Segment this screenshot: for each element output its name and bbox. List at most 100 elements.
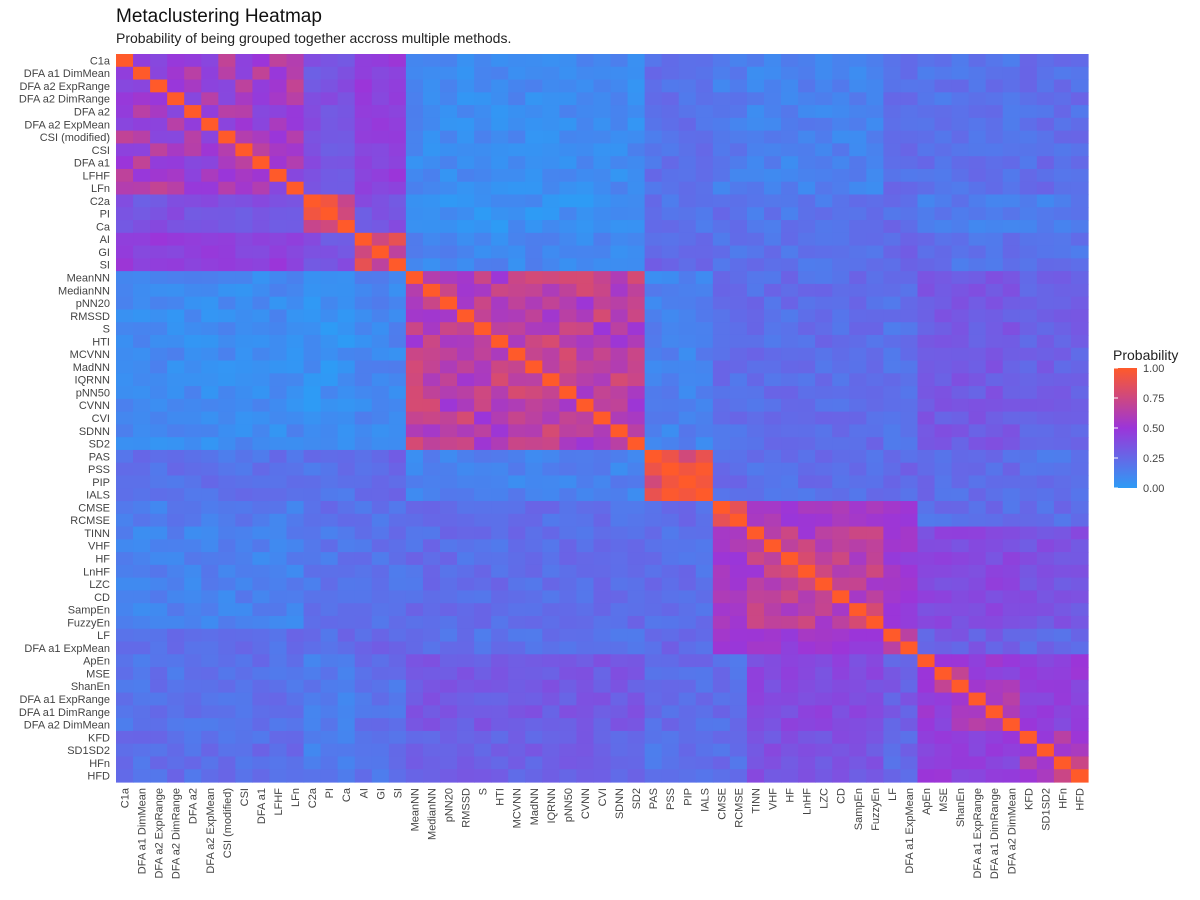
- heatmap-cell: [644, 220, 663, 234]
- heatmap-cell: [235, 232, 254, 247]
- heatmap-cell: [133, 322, 151, 336]
- heatmap-cell: [303, 692, 322, 706]
- heatmap-cells: [116, 54, 1089, 783]
- heatmap-cell: [576, 334, 595, 349]
- heatmap-cell: [968, 577, 987, 592]
- heatmap-cell: [729, 130, 748, 144]
- heatmap-cell: [968, 156, 987, 170]
- heatmap-cell: [695, 756, 714, 770]
- heatmap-cell: [116, 54, 134, 68]
- heatmap-cell: [474, 54, 492, 68]
- heatmap-cell: [712, 322, 731, 336]
- heatmap-cell: [815, 386, 833, 400]
- heatmap-cell: [508, 143, 526, 157]
- heatmap-cell: [201, 79, 219, 93]
- heatmap-cell: [201, 360, 219, 374]
- heatmap-cell: [832, 603, 850, 617]
- heatmap-cell: [712, 488, 731, 502]
- heatmap-cell: [201, 143, 219, 157]
- heatmap-cell: [167, 117, 185, 132]
- heatmap-cell: [1019, 488, 1038, 502]
- heatmap-cell: [695, 692, 714, 706]
- heatmap-cell: [610, 603, 629, 617]
- heatmap-cell: [712, 245, 731, 259]
- heatmap-cell: [269, 143, 288, 157]
- heatmap-cell: [951, 513, 970, 528]
- heatmap-cell: [644, 705, 663, 719]
- heatmap-cell: [900, 449, 919, 464]
- heatmap-cell: [746, 488, 765, 502]
- heatmap-cell: [405, 718, 424, 732]
- heatmap-cell: [354, 577, 373, 592]
- heatmap-cell: [610, 181, 629, 196]
- heatmap-cell: [559, 232, 578, 247]
- heatmap-cell: [474, 603, 492, 617]
- heatmap-cell: [695, 360, 714, 374]
- heatmap-cell: [218, 245, 236, 259]
- heatmap-cell: [303, 54, 322, 68]
- heatmap-cell: [371, 654, 390, 668]
- heatmap-cell: [1070, 283, 1089, 298]
- heatmap-cell: [729, 373, 748, 387]
- heatmap-cell: [1019, 679, 1038, 694]
- x-tick-label: SI: [392, 788, 404, 798]
- heatmap-cell: [746, 207, 765, 221]
- heatmap-cell: [474, 424, 492, 438]
- heatmap-cell: [1070, 424, 1089, 438]
- heatmap-cell: [252, 654, 271, 668]
- heatmap-cell: [405, 194, 424, 208]
- heatmap-cell: [440, 168, 458, 183]
- heatmap-cell: [695, 283, 714, 298]
- heatmap-cell: [559, 130, 578, 144]
- heatmap-cell: [542, 271, 560, 285]
- heatmap-cell: [1036, 117, 1055, 132]
- heatmap-cell: [559, 615, 578, 630]
- heatmap-cell: [576, 692, 595, 706]
- heatmap-cell: [201, 564, 219, 579]
- heatmap-cell: [422, 641, 441, 655]
- heatmap-cell: [201, 194, 219, 208]
- heatmap-cell: [917, 245, 936, 259]
- heatmap-cell: [422, 309, 441, 323]
- heatmap-cell: [320, 526, 339, 540]
- heatmap-cell: [661, 54, 680, 68]
- heatmap-cell: [133, 373, 151, 387]
- heatmap-cell: [286, 526, 305, 540]
- heatmap-cell: [491, 130, 509, 144]
- heatmap-cell: [167, 513, 185, 528]
- x-tick-label: SD2: [631, 788, 643, 809]
- x-tick-label: C2a: [307, 787, 319, 808]
- heatmap-cell: [150, 603, 168, 617]
- heatmap-cell: [491, 603, 509, 617]
- heatmap-cell: [729, 143, 748, 157]
- heatmap-cell: [866, 271, 884, 285]
- heatmap-cell: [440, 756, 458, 770]
- heatmap-cell: [371, 628, 390, 643]
- heatmap-cell: [1002, 513, 1021, 528]
- heatmap-cell: [644, 769, 663, 783]
- heatmap-cell: [388, 398, 407, 413]
- heatmap-cell: [1036, 667, 1055, 681]
- heatmap-cell: [371, 54, 390, 68]
- heatmap-cell: [610, 130, 629, 144]
- heatmap-cell: [354, 271, 373, 285]
- heatmap-cell: [422, 105, 441, 119]
- heatmap-cell: [576, 92, 595, 106]
- heatmap-cell: [1019, 386, 1038, 400]
- heatmap-cell: [1053, 283, 1072, 298]
- heatmap-cell: [934, 79, 953, 93]
- heatmap-cell: [934, 398, 953, 413]
- y-tick-label: RCMSE: [70, 515, 110, 527]
- heatmap-cell: [457, 168, 475, 183]
- heatmap-cell: [388, 156, 407, 170]
- heatmap-cell: [968, 92, 987, 106]
- heatmap-cell: [866, 501, 884, 515]
- heatmap-cell: [167, 347, 185, 362]
- heatmap-cell: [116, 667, 134, 681]
- heatmap-cell: [883, 718, 902, 732]
- heatmap-cell: [201, 539, 219, 553]
- heatmap-cell: [576, 705, 595, 719]
- heatmap-cell: [593, 271, 612, 285]
- heatmap-cell: [695, 730, 714, 745]
- heatmap-cell: [729, 501, 748, 515]
